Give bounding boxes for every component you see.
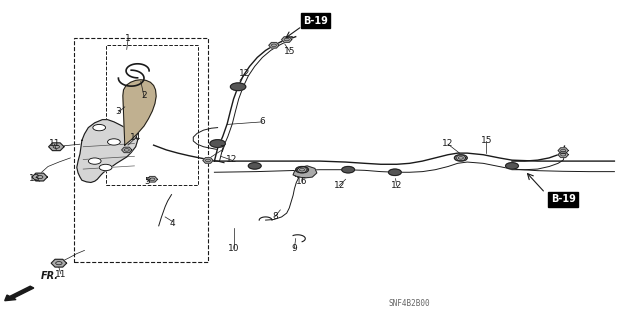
Text: 15: 15 xyxy=(284,47,296,56)
Polygon shape xyxy=(147,176,157,182)
Polygon shape xyxy=(269,42,279,48)
Text: 12: 12 xyxy=(442,139,454,148)
Polygon shape xyxy=(293,166,317,178)
Text: 12: 12 xyxy=(333,181,345,189)
Polygon shape xyxy=(297,167,307,173)
Text: 12: 12 xyxy=(239,69,251,78)
Text: 7: 7 xyxy=(220,145,225,154)
Text: 16: 16 xyxy=(296,177,308,186)
Text: 3: 3 xyxy=(116,107,121,116)
Text: 9: 9 xyxy=(292,244,297,253)
Text: SNF4B2B00: SNF4B2B00 xyxy=(388,299,431,308)
Circle shape xyxy=(454,155,467,161)
Polygon shape xyxy=(49,143,64,151)
Text: B-19: B-19 xyxy=(303,16,328,26)
Circle shape xyxy=(506,163,518,169)
Circle shape xyxy=(210,140,225,147)
Circle shape xyxy=(88,158,101,164)
Text: 6: 6 xyxy=(260,117,265,126)
Circle shape xyxy=(93,124,106,131)
Polygon shape xyxy=(123,80,156,145)
Polygon shape xyxy=(122,147,132,153)
Text: 5: 5 xyxy=(145,177,150,186)
Text: 4: 4 xyxy=(170,219,175,228)
Text: 8: 8 xyxy=(273,212,278,221)
Text: 12: 12 xyxy=(226,155,237,164)
Circle shape xyxy=(342,167,355,173)
Polygon shape xyxy=(558,152,568,158)
Circle shape xyxy=(296,167,308,173)
Text: 2: 2 xyxy=(141,91,147,100)
Polygon shape xyxy=(77,120,138,182)
Polygon shape xyxy=(558,148,568,153)
Text: 10: 10 xyxy=(228,244,239,253)
Text: 15: 15 xyxy=(481,136,492,145)
Polygon shape xyxy=(456,155,466,161)
Polygon shape xyxy=(203,158,213,163)
Text: 13: 13 xyxy=(29,174,41,183)
Circle shape xyxy=(230,83,246,91)
Circle shape xyxy=(248,163,261,169)
FancyArrow shape xyxy=(4,286,34,301)
Circle shape xyxy=(99,164,112,171)
Text: 12: 12 xyxy=(391,181,403,189)
Text: FR.: FR. xyxy=(40,271,58,281)
Text: 11: 11 xyxy=(55,270,67,279)
Text: B-19: B-19 xyxy=(551,194,575,204)
Text: 11: 11 xyxy=(49,139,60,148)
Circle shape xyxy=(388,169,401,175)
Bar xyxy=(74,38,208,262)
Text: 1: 1 xyxy=(125,34,131,43)
Bar xyxy=(106,45,198,185)
Polygon shape xyxy=(51,259,67,267)
Text: 14: 14 xyxy=(130,133,141,142)
Polygon shape xyxy=(282,37,292,42)
Polygon shape xyxy=(32,173,47,181)
Circle shape xyxy=(108,139,120,145)
